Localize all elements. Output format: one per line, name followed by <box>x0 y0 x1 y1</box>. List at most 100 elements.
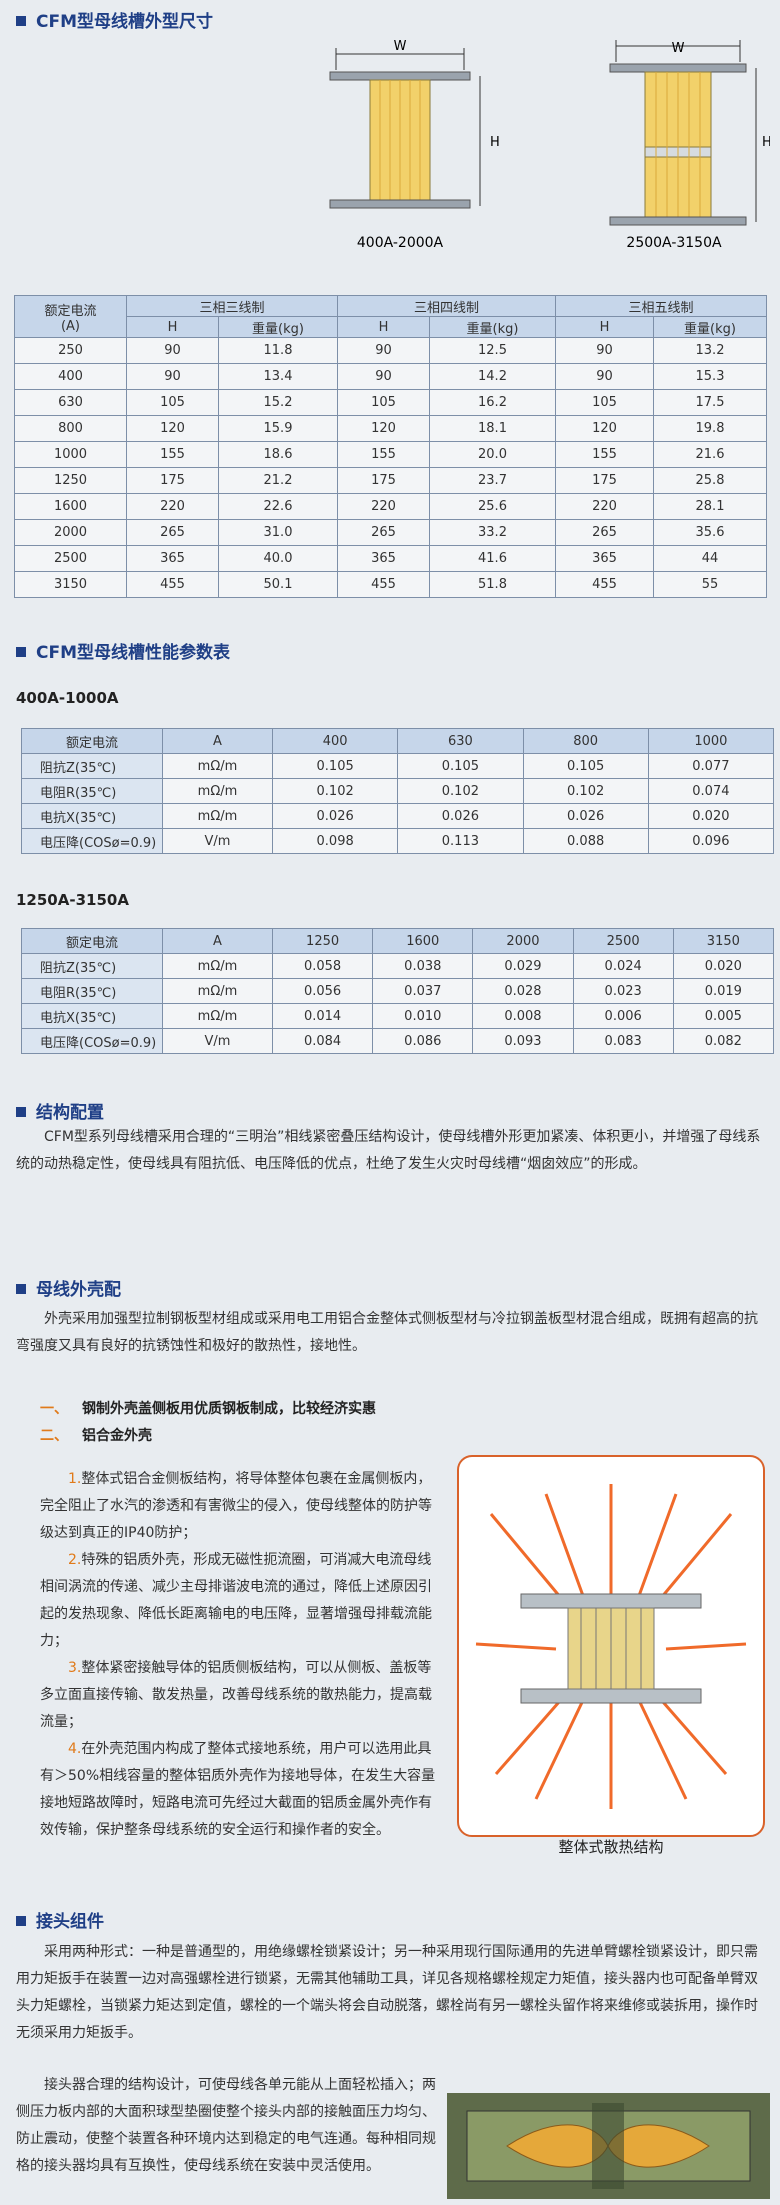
cell: 15.3 <box>653 363 767 390</box>
cell: 1600 <box>14 493 127 520</box>
cell: 15.2 <box>218 389 338 416</box>
cell: 21.2 <box>218 467 338 494</box>
option-text: 钢制外壳盖侧板用优质钢板制成，比较经济实惠 <box>82 1401 376 1417</box>
cell: 3150 <box>14 571 127 598</box>
feature: 3.整体紧密接触导体的铝质侧板结构，可以从侧板、盖板等多立面直接传输、散发热量，… <box>40 1655 440 1736</box>
cell: 0.102 <box>271 778 399 804</box>
range-label: 1250A-3150A <box>16 891 129 909</box>
cell: 0.084 <box>271 1028 374 1054</box>
cell: 0.026 <box>397 803 524 829</box>
feature-number: 4. <box>68 1741 82 1757</box>
cell: 33.2 <box>429 519 556 546</box>
cell: 2000 <box>14 519 127 546</box>
cell: 23.7 <box>429 467 556 494</box>
cell: 365 <box>555 545 654 572</box>
cell: 0.029 <box>472 953 574 979</box>
section-title: CFM型母线槽性能参数表 <box>16 641 230 665</box>
feature: 4.在外壳范围内构成了整体式接地系统，用户可以选用此具有＞50%相线容量的整体铝… <box>40 1736 440 1844</box>
data-row: 电压降(COSø=0.9) V/m 0.084 0.086 0.093 0.083 0.08… <box>21 1028 774 1054</box>
cell: 800 <box>522 728 649 754</box>
cell: 35.6 <box>653 519 767 546</box>
cell: A <box>162 728 273 754</box>
feature: 1.整体式铝合金侧板结构，将导体整体包裹在金属侧板内，完全阻止了水汽的渗透和有害… <box>40 1466 440 1547</box>
cell: 0.008 <box>472 1003 574 1029</box>
cell: 3150 <box>672 928 774 954</box>
feature-text: 特殊的铝质外壳，形成无磁性扼流圈，可消减大电流母线相间涡流的传递、减少主母排谐波… <box>40 1552 432 1649</box>
cell: 31.0 <box>218 519 338 546</box>
cell: 0.088 <box>522 828 649 854</box>
data-row: 250 90 11.8 90 12.5 90 13.2 <box>14 337 767 364</box>
header-line: 额定电流 <box>44 303 97 319</box>
cell: 120 <box>555 415 654 442</box>
cell: mΩ/m <box>162 978 273 1004</box>
cell: 155 <box>555 441 654 468</box>
cell: 13.4 <box>218 363 338 390</box>
diagram-narrow: W H 400A-2000A <box>329 40 500 251</box>
row-label: 电抗X(35℃) <box>21 1003 163 1029</box>
heat-figure: 整体式散热结构 <box>457 1455 765 1856</box>
diagram-label: 400A-2000A <box>357 235 444 251</box>
perf-table-wrap: 额定电流 A 400 630 800 1000 阻抗Z(35℃) mΩ/m 0.105 0.105… <box>21 728 775 854</box>
paragraph: 采用两种形式：一种是普通型的，用绝缘螺栓锁紧设计；另一种采用现行国际通用的先进单… <box>16 1944 758 2041</box>
cell: 365 <box>337 545 430 572</box>
cell: 0.093 <box>472 1028 574 1054</box>
row-label: 阻抗Z(35℃) <box>21 753 163 779</box>
paragraph: 接头器合理的结构设计，可使母线各单元能从上面轻松插入；两侧压力板内部的大面积球型… <box>16 2077 436 2174</box>
cell: 1000 <box>647 728 775 754</box>
subheader-row: H 重量(kg) H 重量(kg) H 重量(kg) <box>15 316 767 338</box>
cell: 175 <box>555 467 654 494</box>
data-row: 电抗X(35℃) mΩ/m 0.026 0.026 0.026 0.020 <box>21 803 775 829</box>
row-label: 电阻R(35℃) <box>21 778 163 804</box>
cell: 51.8 <box>429 571 556 598</box>
cell: 20.0 <box>429 441 556 468</box>
cell: 630 <box>397 728 524 754</box>
cell: 90 <box>126 337 219 364</box>
cell: 90 <box>555 363 654 390</box>
cell: 90 <box>126 363 219 390</box>
cell: 265 <box>126 519 219 546</box>
paragraph: CFM型系列母线槽采用合理的“三明治”相线紧密叠压结构设计，使母线槽外形更加紧凑… <box>16 1129 761 1172</box>
paragraph: 外壳采用加强型拉制钢板型材组成或采用电工用铝合金整体式侧板型材与冷拉钢盖板型材混… <box>16 1311 758 1354</box>
cell: mΩ/m <box>162 778 273 804</box>
cell: 0.038 <box>372 953 474 979</box>
cell: 0.020 <box>647 803 775 829</box>
data-row: 2000 265 31.0 265 33.2 265 35.6 <box>14 519 767 546</box>
section-title: 结构配置 <box>16 1101 104 1125</box>
header-cell: 三相三线制 <box>126 295 338 317</box>
figure-caption: 整体式散热结构 <box>558 1838 663 1856</box>
cell: mΩ/m <box>162 953 273 979</box>
cell: 13.2 <box>653 337 767 364</box>
cell: 0.102 <box>522 778 649 804</box>
data-row: 1250 175 21.2 175 23.7 175 25.8 <box>14 467 767 494</box>
cell: 90 <box>555 337 654 364</box>
cell: 0.014 <box>271 1003 374 1029</box>
cell: 0.026 <box>271 803 399 829</box>
perf-table-wrap: 额定电流 A 1250 1600 2000 2500 3150 阻抗Z(35℃) mΩ/m 0.0… <box>21 928 774 1054</box>
cell: 18.6 <box>218 441 338 468</box>
cell: 265 <box>337 519 430 546</box>
cell: 0.037 <box>372 978 474 1004</box>
dimension-table: 额定电流 (A) 三相三线制 三相四线制 三相五线制 H 重量(kg) H 重量(kg) H 重量(… <box>14 295 767 598</box>
cell: 14.2 <box>429 363 556 390</box>
cell: 12.5 <box>429 337 556 364</box>
option: 一、 钢制外壳盖侧板用优质钢板制成，比较经济实惠 <box>40 1398 376 1418</box>
cell: 455 <box>555 571 654 598</box>
diagrams: W H 400A-2000A W H 2500A-3150A <box>329 40 770 251</box>
cell: 50.1 <box>218 571 338 598</box>
cell: 220 <box>555 493 654 520</box>
cell: 16.2 <box>429 389 556 416</box>
cell: 0.077 <box>647 753 775 779</box>
cell: 120 <box>337 415 430 442</box>
cell: 455 <box>337 571 430 598</box>
joint-figure <box>447 2093 770 2199</box>
cell: 250 <box>14 337 127 364</box>
width-label: W <box>394 40 407 54</box>
cell: 41.6 <box>429 545 556 572</box>
row-label: 电压降(COSø=0.9) <box>21 828 163 854</box>
cell: 0.102 <box>397 778 524 804</box>
cell: 365 <box>126 545 219 572</box>
feature-number: 1. <box>68 1471 82 1487</box>
subheader-cell: H <box>126 316 219 338</box>
cell: 0.113 <box>397 828 524 854</box>
data-row: 800 120 15.9 120 18.1 120 19.8 <box>14 415 767 442</box>
